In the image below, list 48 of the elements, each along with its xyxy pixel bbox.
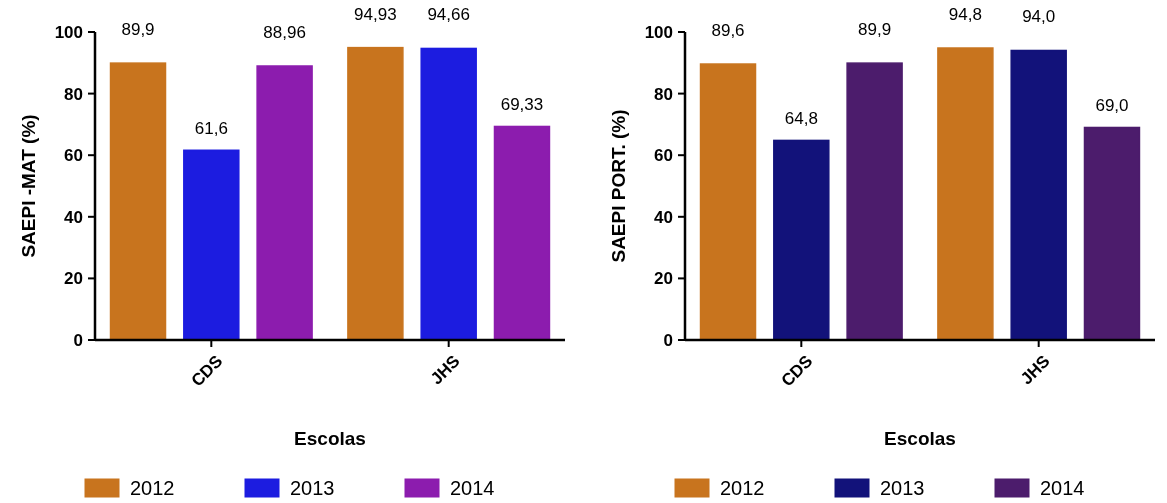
data-label: 69,33 <box>500 95 544 115</box>
bar <box>699 63 757 341</box>
y-tick-label: 60 <box>654 146 673 166</box>
bar <box>937 47 994 341</box>
bar <box>846 62 903 341</box>
bar <box>109 62 167 341</box>
x-axis-title: Escolas <box>294 428 366 449</box>
y-tick-label: 80 <box>654 84 673 104</box>
y-tick-label: 0 <box>73 330 83 350</box>
x-tick-label: JHS <box>426 351 464 389</box>
data-label: 89,9 <box>121 20 155 40</box>
data-label: 89,9 <box>858 20 892 40</box>
bar <box>183 149 240 341</box>
bar <box>347 46 404 341</box>
y-tick-label: 80 <box>64 84 83 104</box>
bar <box>256 65 313 341</box>
y-tick-label: 60 <box>64 146 83 166</box>
data-label: 94,66 <box>427 5 470 25</box>
data-label: 69,0 <box>1095 96 1129 116</box>
y-tick-label: 20 <box>64 269 83 289</box>
y-tick-label: 100 <box>644 22 673 42</box>
data-label: 94,93 <box>354 4 397 24</box>
y-tick-label: 20 <box>654 269 673 289</box>
data-label: 61,6 <box>194 119 228 139</box>
legend-label: 2014 <box>450 477 495 499</box>
x-axis-title: Escolas <box>884 428 956 449</box>
x-tick-label: JHS <box>1016 351 1054 389</box>
y-axis-title: SAEPI -MAT (%) <box>18 114 39 258</box>
bar <box>493 125 551 341</box>
bar <box>1083 126 1141 341</box>
legend-label: 2014 <box>1040 477 1085 499</box>
y-axis-title: SAEPI PORT. (%) <box>608 109 629 263</box>
data-label: 94,0 <box>1022 7 1056 27</box>
data-label: 89,6 <box>711 21 745 41</box>
legend-label: 2012 <box>130 477 175 499</box>
y-tick-label: 40 <box>64 207 83 227</box>
bar <box>1010 49 1067 341</box>
legend-label: 2013 <box>880 477 925 499</box>
data-label: 94,8 <box>948 5 982 25</box>
data-label: 88,96 <box>263 23 306 42</box>
y-tick-label: 40 <box>654 207 673 227</box>
data-label: 64,8 <box>784 109 818 129</box>
legend-label: 2013 <box>290 477 335 499</box>
bar <box>420 47 477 341</box>
y-tick-label: 100 <box>54 22 83 42</box>
bar <box>773 139 830 341</box>
y-tick-label: 0 <box>663 330 673 350</box>
legend-label: 2012 <box>720 477 765 499</box>
